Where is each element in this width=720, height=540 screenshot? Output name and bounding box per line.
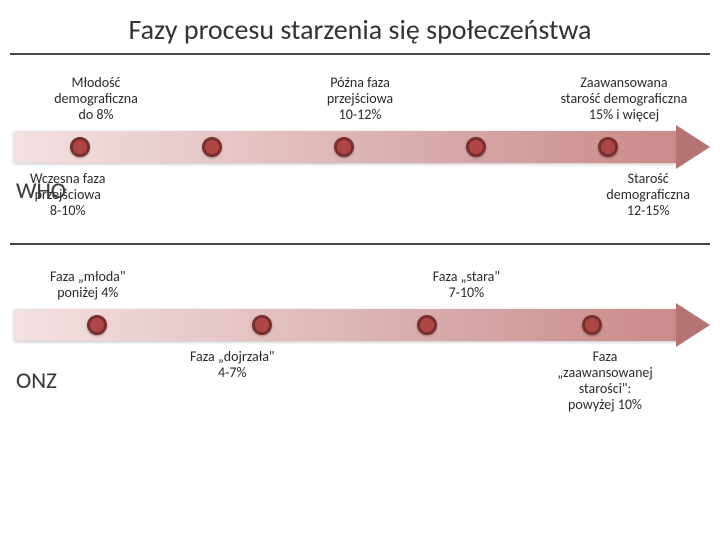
stage-dot	[70, 137, 90, 157]
onz-bottom-labels: ONZ Faza „dojrzała" 4-7% Faza „zaawansow…	[10, 347, 710, 417]
stage-dot	[252, 315, 272, 335]
label-line: przejściowa	[295, 91, 425, 107]
divider-mid	[10, 243, 710, 245]
label-line: Faza „młoda"	[50, 269, 126, 285]
stage-dot	[466, 137, 486, 157]
who-top-label-4: Zaawansowana starość demograficzna 15% i…	[559, 75, 689, 123]
onz-top-label-1: Faza „stara" 7-10%	[433, 269, 500, 301]
label-line: Faza „stara"	[433, 269, 500, 285]
label-line: „zaawansowanej starości":	[540, 365, 670, 397]
onz-org-label: ONZ	[16, 367, 57, 395]
stage-dot	[87, 315, 107, 335]
who-org-label: WHO	[16, 177, 66, 205]
onz-section: Faza „młoda" poniżej 4% Faza „stara" 7-1…	[10, 247, 710, 417]
stage-dot	[598, 137, 618, 157]
stage-dot	[334, 137, 354, 157]
label-line: Faza	[540, 349, 670, 365]
who-bottom-labels: WHO Wczesna faza przejściowa 8-10% Staro…	[10, 169, 710, 239]
who-bottom-label-1: Starość demograficzna 12-15%	[606, 171, 690, 219]
label-line: starość demograficzna	[559, 91, 689, 107]
label-line: poniżej 4%	[50, 285, 126, 301]
label-line: Starość	[606, 171, 690, 187]
label-line: powyżej 10%	[540, 397, 670, 413]
label-line: do 8%	[31, 107, 161, 123]
who-section: Młodość demograficzna do 8% Późna faza p…	[10, 57, 710, 239]
label-line: 7-10%	[433, 285, 500, 301]
label-line: Młodość	[31, 75, 161, 91]
divider-top	[10, 53, 710, 55]
label-line: 4-7%	[190, 365, 275, 381]
onz-dots	[14, 305, 674, 345]
label-line: Zaawansowana	[559, 75, 689, 91]
label-line: 8-10%	[30, 203, 105, 219]
page-title: Fazy procesu starzenia się społeczeństwa	[0, 0, 720, 53]
arrow-head-icon	[676, 303, 710, 347]
onz-bottom-label-0: Faza „dojrzała" 4-7%	[190, 349, 275, 381]
label-line: 15% i więcej	[559, 107, 689, 123]
stage-dot	[417, 315, 437, 335]
onz-top-labels: Faza „młoda" poniżej 4% Faza „stara" 7-1…	[10, 247, 710, 303]
onz-top-label-0: Faza „młoda" poniżej 4%	[50, 269, 126, 301]
label-line: demograficzna	[31, 91, 161, 107]
label-line: Faza „dojrzała"	[190, 349, 275, 365]
label-line: Późna faza	[295, 75, 425, 91]
who-top-labels: Młodość demograficzna do 8% Późna faza p…	[10, 57, 710, 125]
label-line: demograficzna	[606, 187, 690, 203]
onz-arrow	[10, 305, 710, 345]
label-line: 10-12%	[295, 107, 425, 123]
who-top-label-0: Młodość demograficzna do 8%	[31, 75, 161, 123]
stage-dot	[202, 137, 222, 157]
who-top-label-2: Późna faza przejściowa 10-12%	[295, 75, 425, 123]
stage-dot	[582, 315, 602, 335]
arrow-head-icon	[676, 125, 710, 169]
who-arrow	[10, 127, 710, 167]
who-dots	[14, 127, 674, 167]
label-line: 12-15%	[606, 203, 690, 219]
onz-bottom-label-1: Faza „zaawansowanej starości": powyżej 1…	[540, 349, 670, 413]
